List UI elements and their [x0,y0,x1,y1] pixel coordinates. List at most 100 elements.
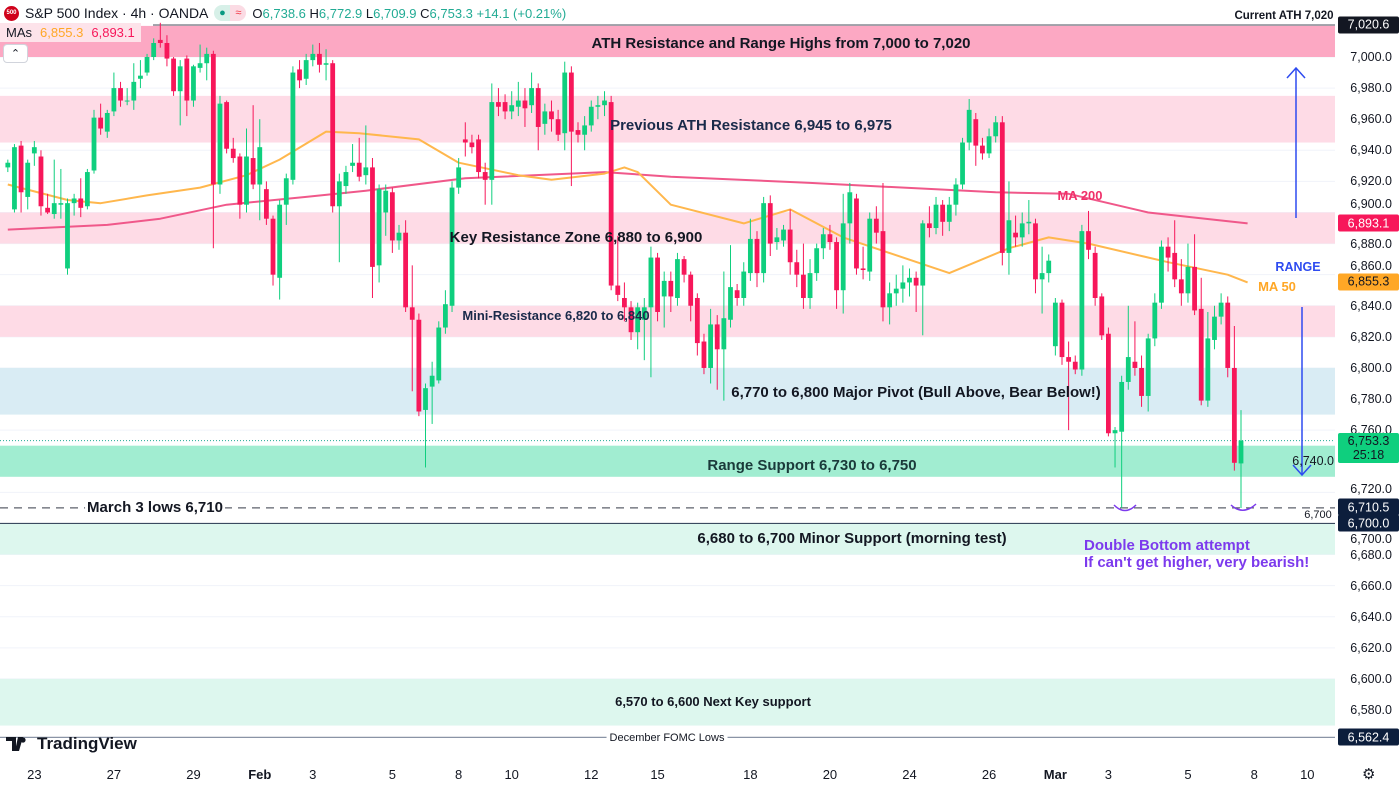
time-tick-label: 27 [106,767,122,782]
candle-down [1092,252,1098,298]
candle-down [794,262,800,275]
market-status[interactable]: ● ≈ [214,5,247,21]
candle-up [65,203,70,269]
candle-up [217,103,223,185]
candle-up [820,234,826,249]
time-tick-label: 24 [902,767,917,782]
candle-up [953,184,959,205]
candle-down [370,167,375,267]
time-tick-label: 12 [584,767,599,782]
candle-up [893,288,899,294]
candle-down [1072,361,1078,370]
candle-up [747,238,753,274]
candle-up [104,112,110,132]
candle-up [111,88,117,112]
candle-down [330,63,336,207]
tradingview-icon [6,737,26,751]
candle-up [71,198,77,204]
price-tick-label: 6,600.0 [1350,671,1392,686]
candle-down [237,156,243,205]
candle-up [31,147,37,154]
fomc-price-tag: 6,562.4 [1338,728,1399,746]
candle-up [986,136,992,154]
zone-band [0,95,1335,143]
candle-down [1225,302,1231,368]
candle-up [1026,221,1032,224]
price-tick-label: 6,940.0 [1350,143,1392,158]
ma50-value: 6,855.3 [40,25,84,40]
price-tick-label: 6,700.0 [1350,532,1392,547]
candle-down [668,280,674,297]
ma200-line [7,171,1248,231]
candle-up [1039,273,1045,280]
double-bottom-arc-1 [1113,504,1137,512]
candle-down [701,341,707,368]
candle-up [1046,260,1052,274]
candle-down [1013,232,1018,238]
candle-down [834,242,839,291]
range-label: RANGE [1275,260,1321,274]
price-tick-label: 6,800.0 [1350,360,1392,375]
candle-down [913,277,919,286]
settings-gear-icon[interactable]: ⚙ [1362,766,1376,783]
candle-down [926,223,932,229]
candle-down [714,324,720,350]
candle-up [144,57,150,73]
price-axis[interactable]: 7,000.0 6,980.0 6,960.0 6,940.0 6,920.0 6,900… [1292,0,1400,760]
candle-down [1198,308,1204,401]
candle-up [244,156,249,205]
candle-down [575,130,581,135]
candle-up [343,172,349,187]
time-tick-label: 18 [743,767,758,782]
candle-down [356,162,362,177]
zone-label-major-pivot: 6,770 to 6,800 Major Pivot (Bull Above, … [731,384,1101,401]
candle-up [933,204,939,229]
arrow-down-head-icon [1292,464,1312,477]
candle-down [827,234,833,243]
candle-up [489,102,495,180]
candle-down [615,285,621,295]
candle-up [124,100,130,102]
candle-up [529,88,534,106]
candle-up [1218,302,1224,317]
time-tick-label: 20 [822,767,838,782]
price-tick-label: 6,960.0 [1350,112,1392,127]
candle-down [184,58,190,101]
candle-up [1238,440,1244,464]
candle-down [694,297,700,344]
zone-label-key-resistance: Key Resistance Zone 6,880 to 6,900 [449,229,703,246]
candle-up [960,142,965,185]
candle-down [462,139,468,143]
price-chart[interactable] [0,0,1337,786]
candle-up [675,259,680,298]
candle-up [456,167,462,188]
candle-down [164,43,170,59]
candle-up [257,147,263,185]
candle-down [230,148,236,159]
candle-down [38,156,44,207]
candle-up [1052,302,1058,347]
candle-up [542,111,548,124]
candle-down [568,72,574,132]
tradingview-logo[interactable]: TradingView [6,734,137,754]
candle-up [814,248,820,274]
time-tick-label: 5 [1184,767,1192,782]
collapse-legend-button[interactable]: ⌃ [3,44,28,63]
time-tick-label: 26 [981,767,997,782]
candle-down [98,117,104,129]
ma-legend[interactable]: MAs 6,855.3 6,893.1 [0,23,141,42]
candle-up [383,190,389,213]
candle-up [1205,338,1211,401]
time-tick-label: 3 [1104,767,1113,782]
price-tick-label: 7,000.0 [1350,50,1392,64]
candle-up [376,189,382,266]
zone-band [0,445,1335,477]
candle-down [469,142,475,148]
candle-up [641,307,647,320]
ath-line-label: Current ATH 7,020 [1234,10,1334,22]
candle-up [1152,302,1158,339]
candle-down [1231,367,1237,463]
candle-down [270,218,276,275]
candle-down [482,172,488,180]
symbol-title[interactable]: S&P 500 Index · 4h · OANDA [25,5,209,21]
